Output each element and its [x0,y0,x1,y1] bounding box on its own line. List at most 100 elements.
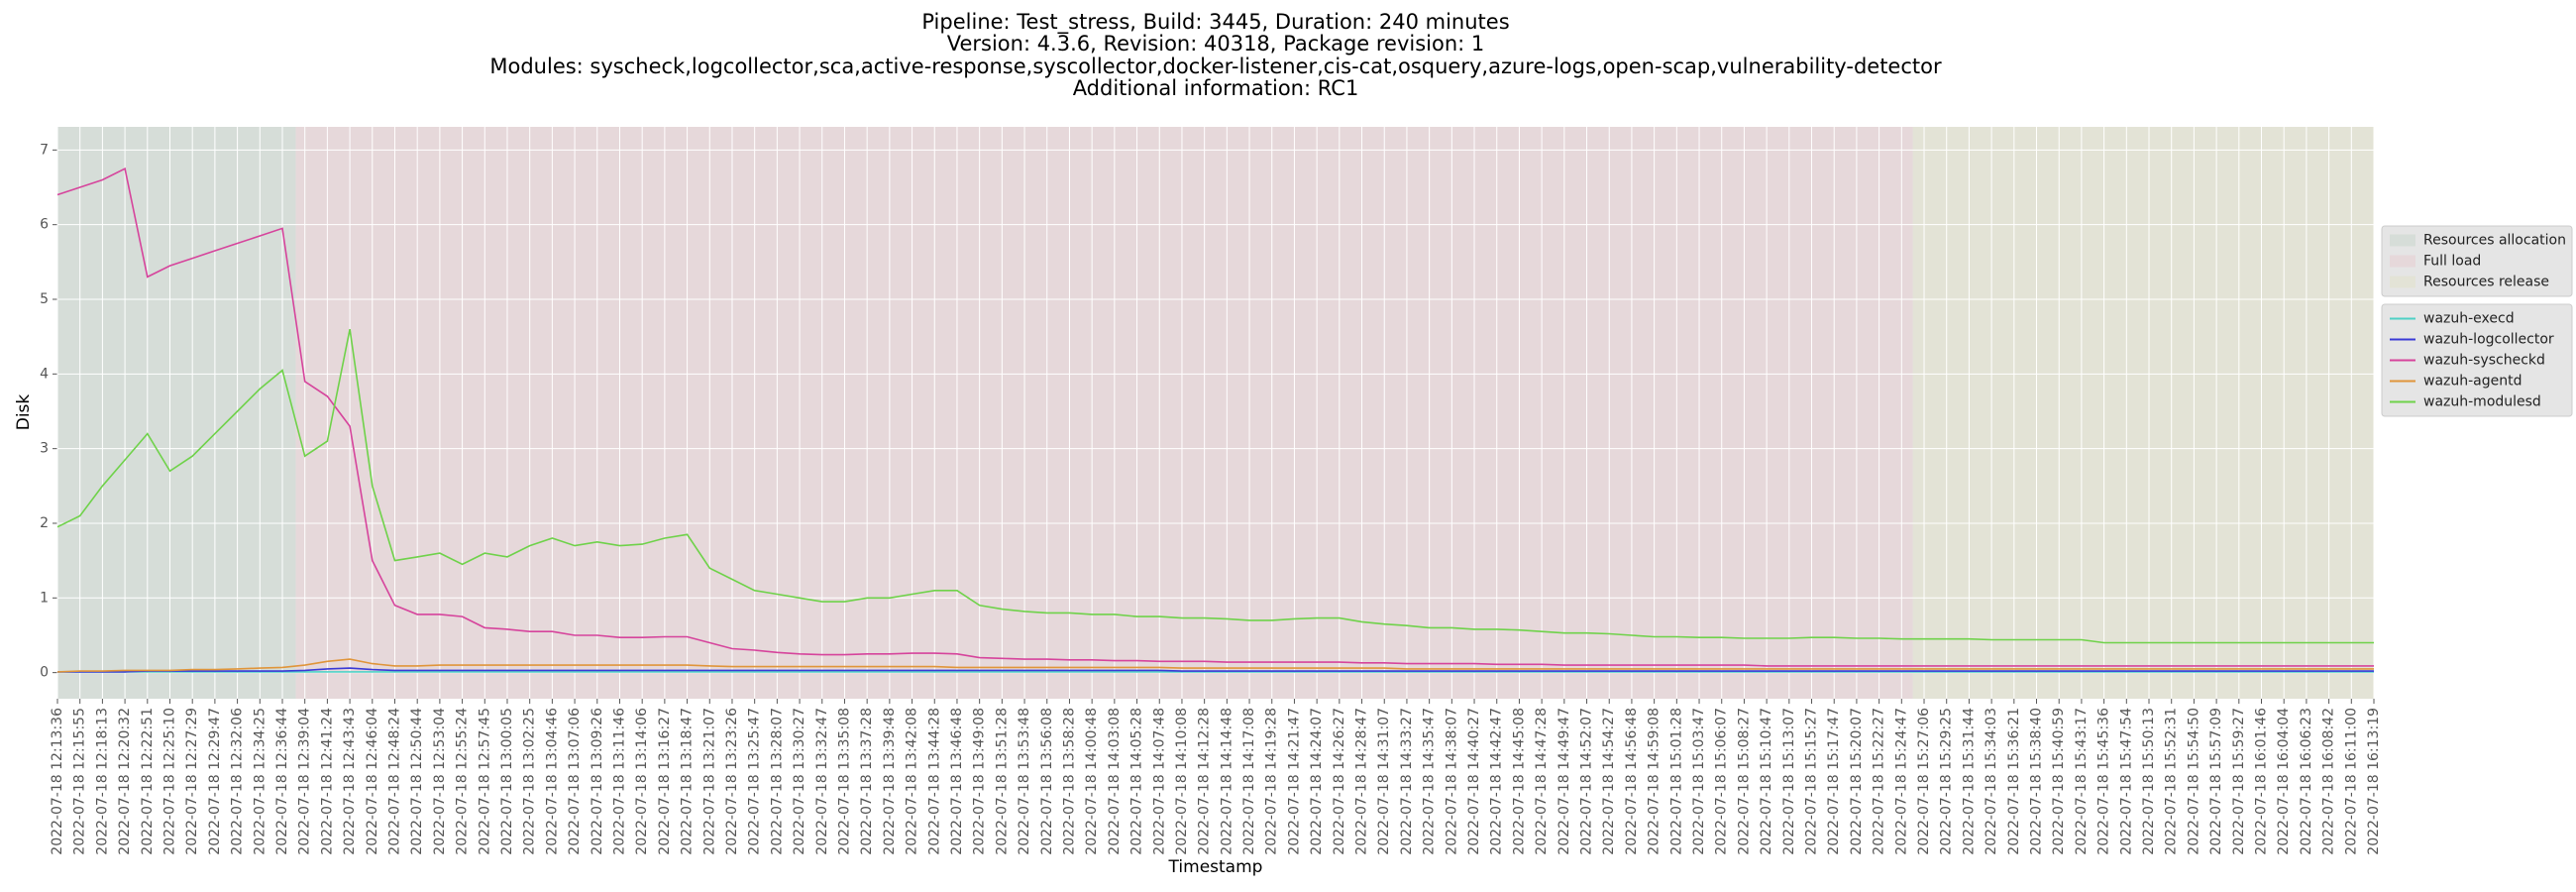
x-tick-label: 2022-07-18 14:35:47 [1422,708,1438,855]
x-tick-label: 2022-07-18 14:42:47 [1489,708,1505,855]
y-tick-label: 4 [40,366,49,382]
x-tick-label: 2022-07-18 14:54:27 [1601,708,1617,855]
x-tick-label: 2022-07-18 12:13:36 [50,708,65,855]
x-tick-label: 2022-07-18 12:25:10 [161,708,177,855]
x-tick-label: 2022-07-18 14:05:28 [1129,708,1145,855]
x-tick-label: 2022-07-18 16:11:00 [2343,708,2359,855]
x-tick-label: 2022-07-18 15:15:27 [1804,708,1820,855]
legend-label: wazuh-agentd [2423,374,2522,390]
y-tick-label: 6 [40,217,49,233]
legend-box [2381,225,2573,297]
x-tick-label: 2022-07-18 15:27:06 [1916,708,1932,855]
x-tick-label: 2022-07-18 14:31:07 [1376,708,1392,855]
x-tick-label: 2022-07-18 14:07:48 [1151,708,1167,855]
x-tick-label: 2022-07-18 15:38:40 [2029,708,2045,855]
x-tick-label: 2022-07-18 12:43:43 [342,708,358,855]
phase-span [57,127,296,699]
x-tick-label: 2022-07-18 12:50:44 [409,708,425,855]
x-tick-label: 2022-07-18 13:00:05 [499,708,515,855]
x-tick-label: 2022-07-18 13:04:46 [544,708,560,855]
x-tick-label: 2022-07-18 14:28:47 [1354,708,1370,855]
x-tick-label: 2022-07-18 15:20:07 [1849,708,1865,855]
x-tick-label: 2022-07-18 13:07:06 [567,708,583,855]
x-tick-label: 2022-07-18 13:49:08 [972,708,988,855]
x-tick-label: 2022-07-18 14:17:08 [1241,708,1257,855]
x-tick-label: 2022-07-18 12:39:04 [297,708,313,855]
x-tick-label: 2022-07-18 12:36:44 [274,708,290,855]
legend-swatch [2390,234,2415,247]
x-tick-label: 2022-07-18 13:51:28 [994,708,1010,855]
x-tick-label: 2022-07-18 13:39:48 [882,708,898,855]
x-tick-label: 2022-07-18 14:10:08 [1174,708,1190,855]
chart-title: Modules: syscheck,logcollector,sca,activ… [489,55,1942,78]
x-tick-label: 2022-07-18 15:22:27 [1872,708,1887,855]
legend-label: wazuh-syscheckd [2423,353,2545,369]
phase-span [1912,127,2374,699]
series-line [56,167,2374,667]
y-tick-label: 5 [40,291,49,307]
x-tick-label: 2022-07-18 15:17:47 [1826,708,1842,855]
x-tick-label: 2022-07-18 16:06:23 [2299,708,2314,855]
x-tick-label: 2022-07-18 13:42:08 [905,708,920,855]
x-tick-label: 2022-07-18 12:15:55 [72,708,88,855]
x-tick-label: 2022-07-18 15:52:31 [2164,708,2180,855]
x-tick-label: 2022-07-18 13:14:06 [634,708,650,855]
x-tick-label: 2022-07-18 13:21:07 [701,708,717,855]
x-tick-label: 2022-07-18 13:56:08 [1039,708,1055,855]
x-tick-label: 2022-07-18 13:46:48 [949,708,965,855]
x-tick-label: 2022-07-18 12:27:29 [184,708,200,855]
x-tick-label: 2022-07-18 15:08:27 [1736,708,1752,855]
x-tick-label: 2022-07-18 12:46:04 [365,708,380,855]
x-tick-label: 2022-07-18 13:30:27 [792,708,807,855]
legend-box [2381,303,2573,417]
x-tick-label: 2022-07-18 13:09:26 [590,708,605,855]
x-tick-label: 2022-07-18 13:16:27 [657,708,673,855]
x-tick-label: 2022-07-18 15:57:09 [2208,708,2224,855]
x-tick-label: 2022-07-18 15:45:36 [2096,708,2112,855]
x-tick-label: 2022-07-18 13:35:08 [836,708,852,855]
x-tick-label: 2022-07-18 12:48:24 [386,708,402,855]
x-tick-label: 2022-07-18 15:31:44 [1961,708,1977,855]
x-tick-label: 2022-07-18 15:10:47 [1759,708,1774,855]
x-tick-label: 2022-07-18 12:53:04 [432,708,448,855]
x-tick-label: 2022-07-18 14:19:28 [1264,708,1280,855]
x-tick-label: 2022-07-18 15:29:25 [1939,708,1955,855]
y-tick-label: 3 [40,441,49,457]
x-tick-label: 2022-07-18 14:26:27 [1332,708,1347,855]
x-tick-label: 2022-07-18 15:54:50 [2186,708,2201,855]
y-axis-label: Disk [14,394,34,431]
x-tick-label: 2022-07-18 14:49:47 [1556,708,1572,855]
legend-swatch [2390,276,2415,288]
x-tick-label: 2022-07-18 14:12:28 [1197,708,1213,855]
legend-label: wazuh-execd [2423,311,2515,327]
legend-label: Full load [2423,254,2481,270]
x-tick-label: 2022-07-18 13:11:46 [611,708,627,855]
x-tick-label: 2022-07-18 14:38:07 [1444,708,1459,855]
x-tick-label: 2022-07-18 12:55:24 [455,708,471,855]
x-tick-label: 2022-07-18 14:45:08 [1511,708,1527,855]
x-tick-label: 2022-07-18 13:37:28 [859,708,875,855]
x-tick-label: 2022-07-18 14:00:48 [1084,708,1100,855]
legend-label: wazuh-modulesd [2423,394,2541,410]
legend-label: Resources allocation [2423,233,2566,249]
x-tick-label: 2022-07-18 13:53:48 [1017,708,1032,855]
x-tick-label: 2022-07-18 14:21:47 [1286,708,1302,855]
x-tick-label: 2022-07-18 15:47:54 [2118,708,2134,855]
x-tick-label: 2022-07-18 14:56:48 [1624,708,1640,855]
legend-label: wazuh-logcollector [2423,332,2554,348]
x-tick-label: 2022-07-18 14:24:07 [1309,708,1325,855]
x-tick-label: 2022-07-18 13:44:28 [926,708,942,855]
x-tick-label: 2022-07-18 14:40:27 [1466,708,1482,855]
y-tick-label: 2 [40,515,49,531]
x-tick-label: 2022-07-18 13:32:47 [814,708,830,855]
x-tick-label: 2022-07-18 12:18:13 [94,708,110,855]
legend-label: Resources release [2423,275,2549,290]
x-tick-label: 2022-07-18 12:41:24 [319,708,335,855]
series-line [56,658,2374,673]
series-line [57,667,2374,673]
phase-span [295,127,1913,699]
x-tick-label: 2022-07-18 15:40:59 [2051,708,2067,855]
x-tick-label: 2022-07-18 16:04:04 [2276,708,2292,855]
x-tick-label: 2022-07-18 14:52:07 [1579,708,1595,855]
